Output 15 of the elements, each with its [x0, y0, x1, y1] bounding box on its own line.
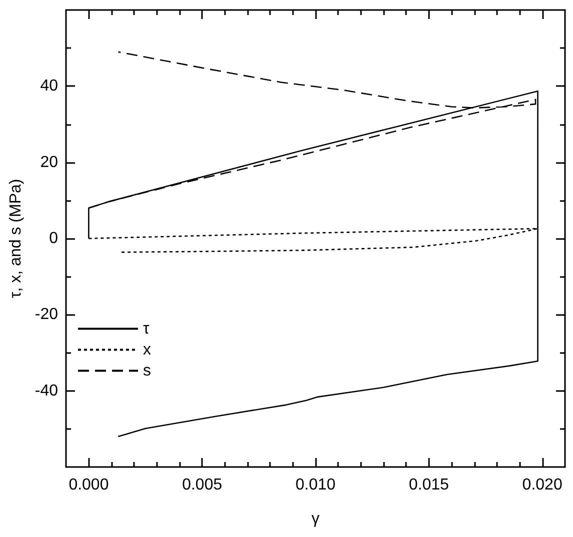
y-tick-label: -40 — [34, 382, 58, 400]
legend-label: s — [143, 362, 151, 380]
y-tick-label: 20 — [40, 154, 58, 171]
x-tick-label: 0.020 — [522, 476, 562, 494]
y-tick-label: 40 — [40, 78, 58, 95]
y-tick-label: 0 — [49, 230, 58, 247]
x-tick-label: 0.015 — [408, 476, 450, 494]
x-tick-label: 0.010 — [295, 476, 336, 494]
y-axis-title: τ, x, and s (MPa) — [8, 178, 24, 298]
x-tick-label: 0.005 — [182, 476, 222, 494]
legend-label: τ — [143, 320, 150, 338]
x-tick-label: 0.000 — [68, 476, 109, 494]
legend-label: x — [143, 341, 151, 358]
x-axis-title: γ — [312, 510, 320, 528]
y-tick-label: -20 — [34, 306, 58, 324]
